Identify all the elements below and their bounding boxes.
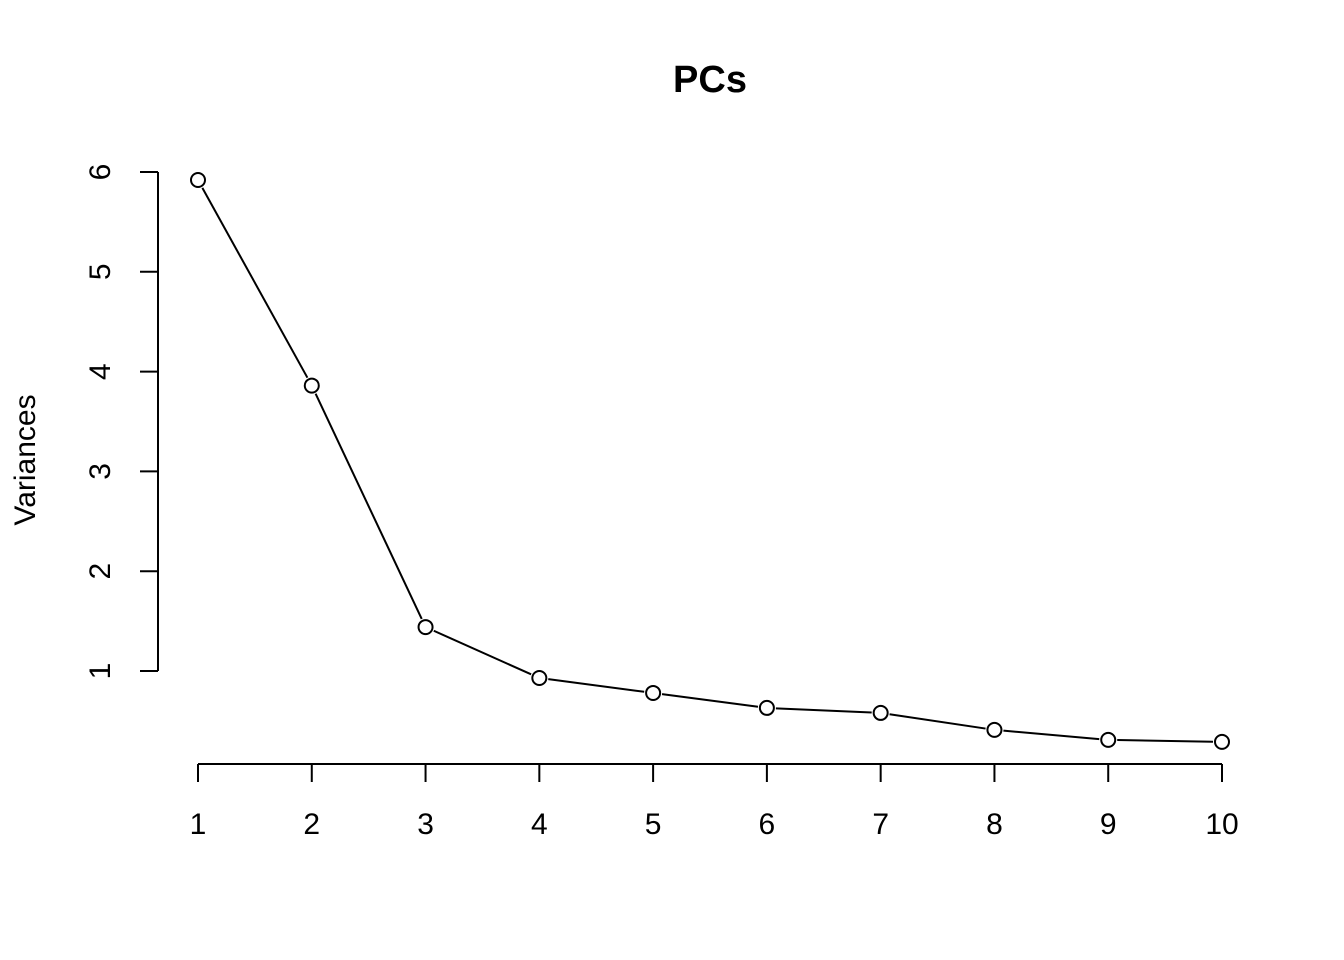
x-tick-label-1: 1 — [190, 808, 207, 841]
data-point-2 — [303, 377, 320, 394]
x-tick-label-3: 3 — [417, 808, 434, 841]
y-tick-label-1: 1 — [84, 663, 117, 680]
series-segment-2 — [314, 393, 423, 620]
series-segment-3 — [433, 629, 532, 676]
data-point-1 — [190, 171, 206, 188]
data-point-3 — [417, 619, 434, 636]
chart-title: PCs — [673, 59, 747, 101]
data-point-10 — [1214, 733, 1230, 750]
series-segment-8 — [1003, 729, 1100, 741]
data-point-4 — [531, 669, 548, 686]
series-segment-7 — [889, 713, 986, 730]
series-segment-4 — [548, 678, 645, 693]
data-point-5 — [645, 684, 662, 701]
x-tick-label-8: 8 — [986, 808, 1003, 841]
data-point-7 — [872, 704, 889, 721]
y-tick-label-3: 3 — [84, 463, 117, 480]
series-segment-9 — [1117, 739, 1214, 743]
x-axis: 1 2 3 4 5 6 7 8 9 10 — [190, 763, 1239, 841]
x-tick-label-10: 10 — [1205, 808, 1238, 841]
series-segment-1 — [201, 187, 309, 379]
data-point-8 — [986, 721, 1003, 738]
y-tick-label-4: 4 — [84, 363, 117, 380]
series-group — [190, 171, 1230, 750]
series-segment-6 — [775, 707, 872, 714]
series-segment-5 — [661, 693, 759, 708]
y-axis-label: Variances — [9, 394, 42, 525]
x-tick-label-5: 5 — [645, 808, 662, 841]
x-tick-label-4: 4 — [531, 808, 548, 841]
data-point-9 — [1100, 731, 1117, 748]
x-tick-label-7: 7 — [872, 808, 889, 841]
y-tick-label-5: 5 — [84, 263, 117, 280]
y-tick-label-6: 6 — [84, 164, 117, 181]
x-tick-label-9: 9 — [1100, 808, 1117, 841]
data-point-6 — [758, 699, 775, 716]
x-tick-label-6: 6 — [759, 808, 776, 841]
y-axis: 1 2 3 4 5 6 — [84, 164, 159, 680]
x-tick-label-2: 2 — [303, 808, 320, 841]
y-tick-label-2: 2 — [84, 563, 117, 580]
